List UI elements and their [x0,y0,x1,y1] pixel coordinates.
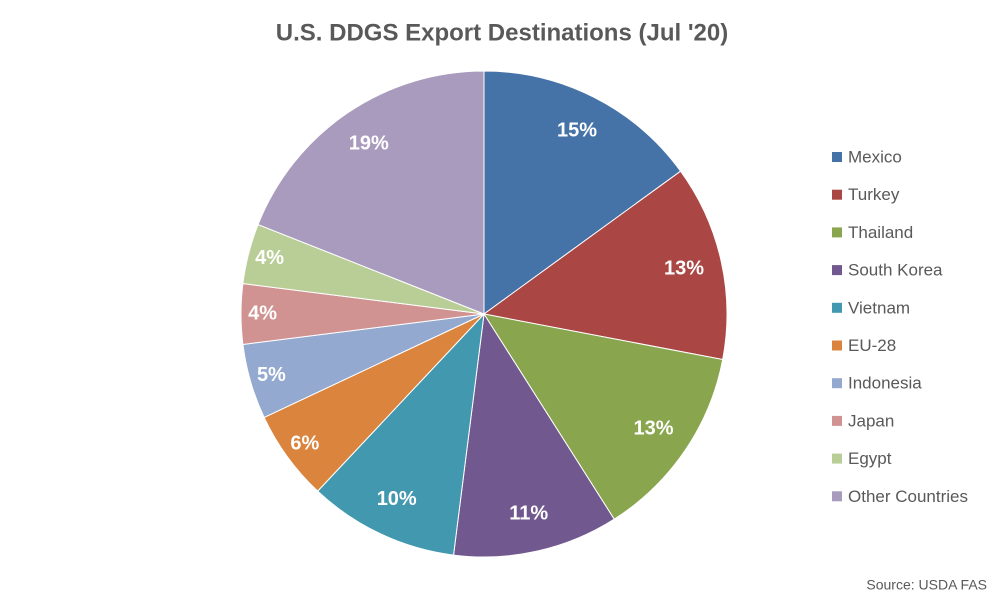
legend-swatch [832,340,842,351]
legend-label: Vietnam [848,298,910,317]
pie-slice [452,312,615,558]
legend-label: Japan [848,411,894,430]
source-note: Source: USDA FAS [866,577,987,593]
chart-title: U.S. DDGS Export Destinations (Jul '20) [276,19,728,46]
pie-slice [482,170,728,361]
data-label: 4% [248,302,277,324]
pie-slice [257,70,485,315]
data-label: 13% [664,258,704,280]
legend-swatch [832,491,842,502]
legend-swatch [832,227,842,238]
legend-label: Other Countries [848,487,968,506]
legend-swatch [832,152,842,162]
legend-label: Thailand [848,223,913,242]
data-label: 10% [377,488,417,510]
legend-swatch [832,265,842,276]
data-label: 4% [255,247,284,269]
legend-label: Indonesia [848,374,922,393]
data-label: 19% [349,133,389,155]
pie-slice [316,312,485,556]
legend-swatch [832,415,842,426]
legend-label: Mexico [848,147,902,166]
data-label: 13% [634,418,674,440]
legend-swatch [832,453,842,464]
legend-label: EU-28 [848,336,896,355]
legend-swatch [832,189,842,200]
pie-slice [483,70,682,315]
data-label: 15% [557,120,597,142]
data-label: 6% [290,432,319,454]
legend-label: South Korea [848,261,943,280]
pie-slice [482,313,724,520]
legend-swatch [832,378,842,389]
data-label: 11% [509,502,548,524]
legend-label: Egypt [848,449,892,468]
legend-swatch [832,302,842,313]
legend-label: Turkey [848,185,900,204]
data-label: 5% [257,364,286,386]
